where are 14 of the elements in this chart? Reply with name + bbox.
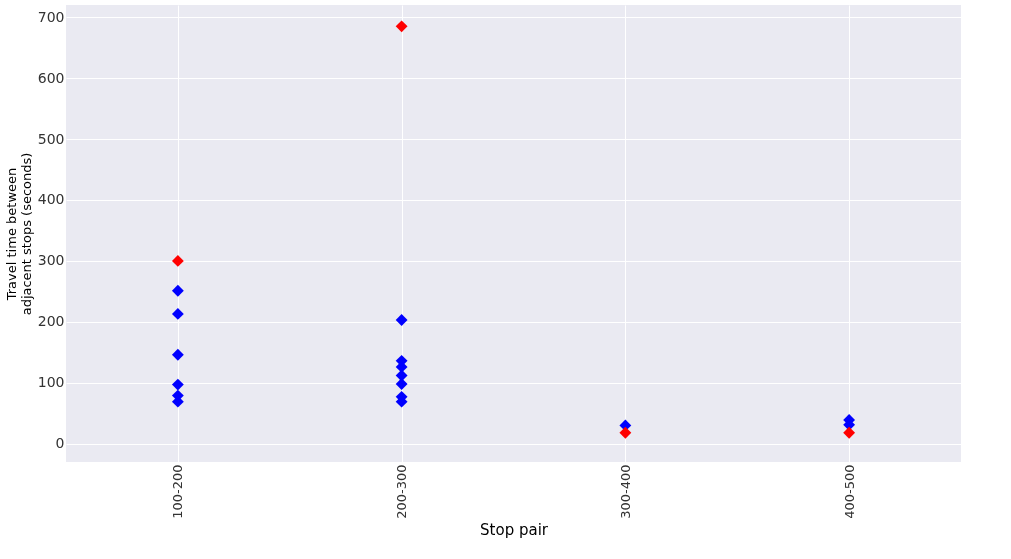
y-tick-label: 400 [37,191,65,208]
x-tick-label: 300-400 [617,464,633,519]
y-tick-label: 0 [55,435,65,452]
x-tick-label: 400-500 [841,464,857,519]
x-tick-label: 100-200 [170,464,186,519]
y-axis-title: Travel time between adjacent stops (seconds) [3,152,34,316]
y-tick-label: 100 [37,374,65,391]
x-axis-title: Stop pair [480,520,549,539]
y-tick-label: 300 [37,252,65,269]
y-tick-label: 500 [37,130,65,147]
y-tick-label: 700 [37,8,65,25]
y-tick-label: 600 [37,69,65,86]
x-tick-label: 200-300 [394,464,410,519]
y-tick-label: 200 [37,313,65,330]
